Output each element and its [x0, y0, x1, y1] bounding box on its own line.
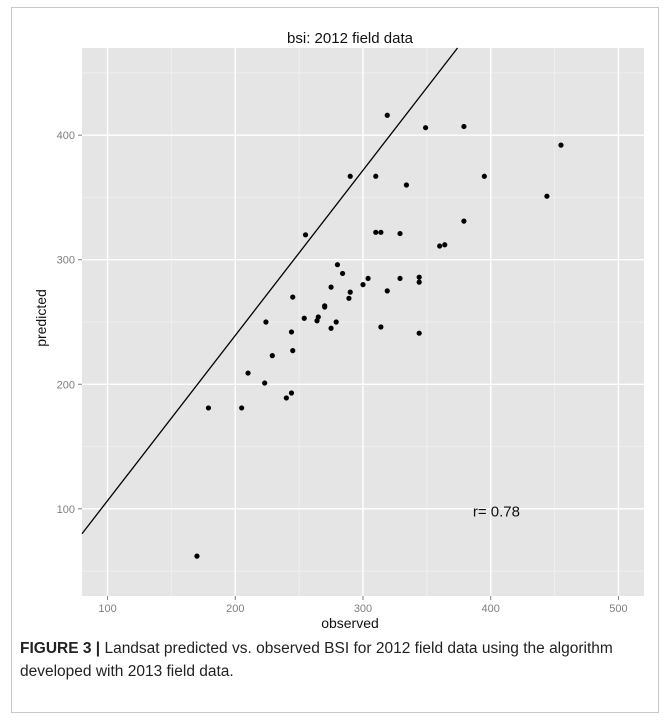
y-tick-label: 200: [57, 379, 75, 391]
data-point: [416, 274, 422, 280]
data-point: [416, 330, 422, 336]
y-tick-label: 300: [57, 255, 75, 267]
data-point: [347, 289, 353, 295]
data-point: [365, 275, 371, 282]
data-point: [442, 242, 448, 248]
x-tick-label: 100: [98, 603, 116, 615]
figure-frame: [11, 7, 659, 713]
x-tick-label: 500: [609, 603, 627, 615]
data-point: [403, 182, 410, 188]
data-point: [422, 125, 429, 131]
data-point: [194, 553, 200, 559]
data-point: [346, 295, 352, 301]
data-point: [373, 229, 379, 235]
figure-label: FIGURE 3 |: [20, 640, 101, 657]
correlation-annotation: r= 0.78: [473, 503, 520, 520]
data-point: [334, 262, 341, 268]
data-point: [360, 282, 366, 288]
data-point: [262, 380, 268, 386]
data-point: [328, 325, 334, 331]
y-axis-label: predicted: [33, 289, 49, 347]
y-tick-label: 400: [57, 130, 75, 142]
data-point: [558, 142, 564, 148]
data-point: [347, 173, 353, 179]
data-point: [239, 405, 245, 411]
data-point: [269, 353, 275, 359]
data-point: [245, 370, 251, 376]
data-point: [437, 243, 443, 249]
data-point: [416, 279, 422, 285]
data-point: [301, 315, 307, 321]
data-point: [290, 294, 296, 300]
figure-caption: FIGURE 3 | Landsat predicted vs. observe…: [20, 637, 650, 683]
data-point: [322, 303, 328, 309]
data-point: [461, 123, 467, 130]
scatter-chart: bsi: 2012 field data 100 200 300 400 500 100…: [33, 30, 644, 630]
y-axis-ticks: 100 200 300 400: [57, 130, 82, 516]
data-point: [378, 324, 384, 330]
data-point: [288, 329, 295, 335]
data-point: [328, 284, 334, 290]
data-point: [302, 232, 309, 238]
data-point: [461, 218, 467, 224]
caption-text: Landsat predicted vs. observed BSI for 2…: [20, 640, 613, 680]
data-point: [397, 230, 403, 237]
data-point: [288, 390, 295, 396]
data-point: [384, 112, 390, 118]
data-point: [283, 395, 289, 401]
data-point: [333, 319, 339, 325]
x-tick-label: 300: [354, 603, 372, 615]
x-axis-label: observed: [321, 615, 379, 630]
data-point: [315, 314, 321, 320]
data-point: [378, 229, 384, 235]
fit-line: [81, 47, 459, 535]
data-point: [384, 288, 390, 294]
data-points: [194, 112, 564, 559]
chart-title: bsi: 2012 field data: [287, 30, 414, 47]
x-axis-ticks: 100 200 300 400 500: [98, 596, 628, 615]
data-point: [481, 173, 487, 179]
y-tick-label: 100: [57, 504, 75, 516]
data-point: [263, 319, 269, 325]
data-point: [205, 405, 212, 411]
x-tick-label: 200: [226, 603, 244, 615]
data-point: [339, 270, 346, 277]
data-point: [397, 275, 403, 282]
x-tick-label: 400: [482, 603, 500, 615]
major-gridlines: [82, 48, 644, 596]
data-point: [544, 193, 550, 199]
data-point: [373, 173, 379, 179]
data-point: [290, 348, 296, 354]
